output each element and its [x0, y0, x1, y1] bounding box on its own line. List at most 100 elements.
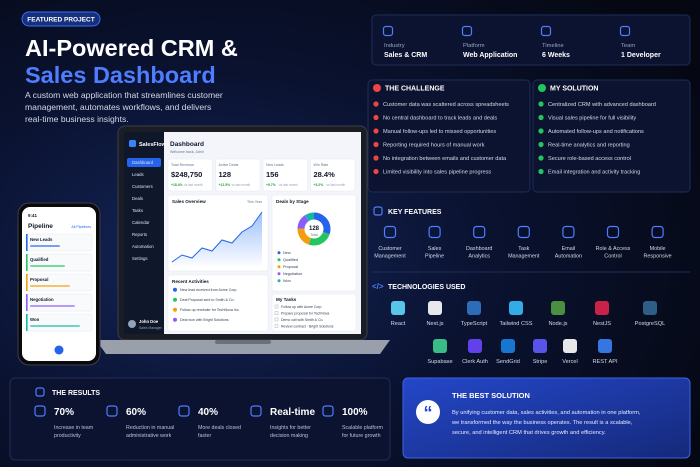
list-item: Centralized CRM with advanced dashboard	[548, 102, 656, 108]
dash-heading: Dashboard	[170, 141, 204, 148]
result-text: Increase in team	[54, 425, 94, 431]
stat-compare: vs last month	[232, 183, 251, 187]
card-filter: This Year	[247, 200, 263, 204]
stat-label: Total Revenue	[171, 163, 194, 167]
check-icon	[538, 101, 544, 107]
result-text: for future growth	[342, 433, 381, 439]
list-item: Real-time analytics and reporting	[548, 143, 630, 149]
tech-logo	[467, 301, 481, 315]
icon	[562, 225, 575, 239]
result-text: productivity	[54, 433, 81, 439]
stat-value: $248,750	[171, 170, 202, 179]
icon	[619, 25, 631, 37]
stat-card	[215, 158, 261, 192]
list-item: No integration between emails and custom…	[383, 156, 507, 162]
card-title: Recent Activities	[172, 279, 209, 284]
list-item: Secure role-based access control	[548, 156, 631, 162]
stat-value: 128	[219, 170, 232, 179]
check-icon	[538, 168, 544, 175]
check-icon	[538, 155, 544, 161]
pipeline-accent	[26, 234, 28, 251]
icon	[606, 225, 620, 239]
nav-item: Settings	[132, 256, 148, 261]
icon	[35, 387, 45, 397]
feature-label: Automation	[555, 254, 582, 260]
description-line: real-time business insights.	[25, 114, 129, 124]
stat-card	[167, 158, 213, 192]
legend-label: Qualified	[283, 258, 298, 262]
pipeline-bar	[30, 285, 70, 287]
user-name: John Doe	[139, 319, 159, 324]
feature-label: Role & Access	[596, 246, 631, 252]
icon	[517, 225, 530, 239]
quote-mark: “	[424, 403, 433, 423]
donut-segment	[297, 212, 331, 246]
result-value: 60%	[126, 407, 146, 418]
icon	[250, 405, 262, 417]
result-text: More deals closed	[198, 425, 241, 431]
dash-welcome: Welcome back, John!	[170, 150, 204, 154]
tech-logo	[595, 301, 609, 315]
tech-label: Stripe	[533, 359, 548, 365]
list-item: Visual sales pipeline for full visibilit…	[548, 116, 636, 122]
tech-logo	[563, 339, 577, 353]
tech-label: NestJS	[593, 321, 611, 327]
icon	[540, 25, 552, 37]
feature-label: Analytics	[468, 254, 490, 260]
pipeline-stage: Won	[30, 317, 40, 322]
info-value: 1 Developer	[621, 52, 661, 59]
info-label: Platform	[463, 43, 485, 49]
icon	[473, 225, 486, 239]
cross-icon	[373, 114, 379, 121]
donut-label: Total	[310, 233, 317, 237]
tech-label: Clerk Auth	[462, 359, 488, 365]
nav-item: Leads	[132, 172, 144, 177]
pipeline-bar	[30, 305, 75, 307]
tech-label: Vercel	[562, 359, 578, 365]
legend-dot	[277, 265, 281, 269]
result-text: Insights for better	[270, 425, 311, 431]
tech-label: Supabase	[427, 359, 452, 365]
task: Review contract - Bright Solutions	[281, 325, 334, 329]
result-value: 70%	[54, 407, 74, 418]
task: Follow up with Acme Corp	[281, 305, 322, 309]
best-text: By unifying customer data, sales activit…	[452, 410, 641, 416]
icon	[106, 405, 118, 417]
stat-label: Win Rate	[314, 163, 329, 167]
stat-card	[262, 158, 308, 192]
solution-panel	[532, 79, 691, 193]
section-icon	[373, 84, 381, 92]
task: Prepare proposal for TechNova	[281, 312, 329, 316]
feature-label: Pipeline	[425, 254, 444, 260]
stat-card	[310, 158, 356, 192]
pipeline-stage: New Leads	[30, 237, 53, 242]
list-item: Email integration and activity tracking	[548, 170, 640, 176]
result-text: administrative work	[126, 433, 172, 439]
pipeline-stage: Proposal	[30, 277, 48, 282]
brand: SalesFlow	[139, 142, 167, 148]
icon	[34, 405, 46, 417]
tech-label: Node.js	[549, 321, 568, 327]
card-title: Sales Overview	[172, 199, 206, 204]
description-line: A custom web application that streamline…	[25, 90, 223, 100]
tech-label: TypeScript	[461, 321, 488, 327]
description-line: management, automates workflows, and del…	[25, 102, 211, 112]
activity: Deal Proposal sent to Smith & Co.	[180, 298, 235, 302]
task: Demo call with Smith & Co.	[281, 318, 323, 322]
challenge-panel	[367, 79, 531, 193]
check-icon	[538, 141, 544, 148]
info-label: Industry	[384, 43, 405, 49]
info-value: Sales & CRM	[384, 52, 427, 59]
section-title: THE BEST SOLUTION	[452, 391, 530, 400]
nav-active	[127, 158, 161, 167]
result-text: Reduction in manual	[126, 425, 174, 431]
icon	[382, 25, 394, 37]
pipeline-accent	[26, 294, 28, 311]
tech-logo	[533, 339, 547, 353]
laptop-notch	[215, 340, 271, 344]
nav-item: Calendar	[132, 220, 150, 225]
best-text: secure, and intelligent CRM that drives …	[452, 430, 606, 436]
tech-logo	[391, 301, 405, 315]
donut-total: 128	[309, 226, 320, 232]
